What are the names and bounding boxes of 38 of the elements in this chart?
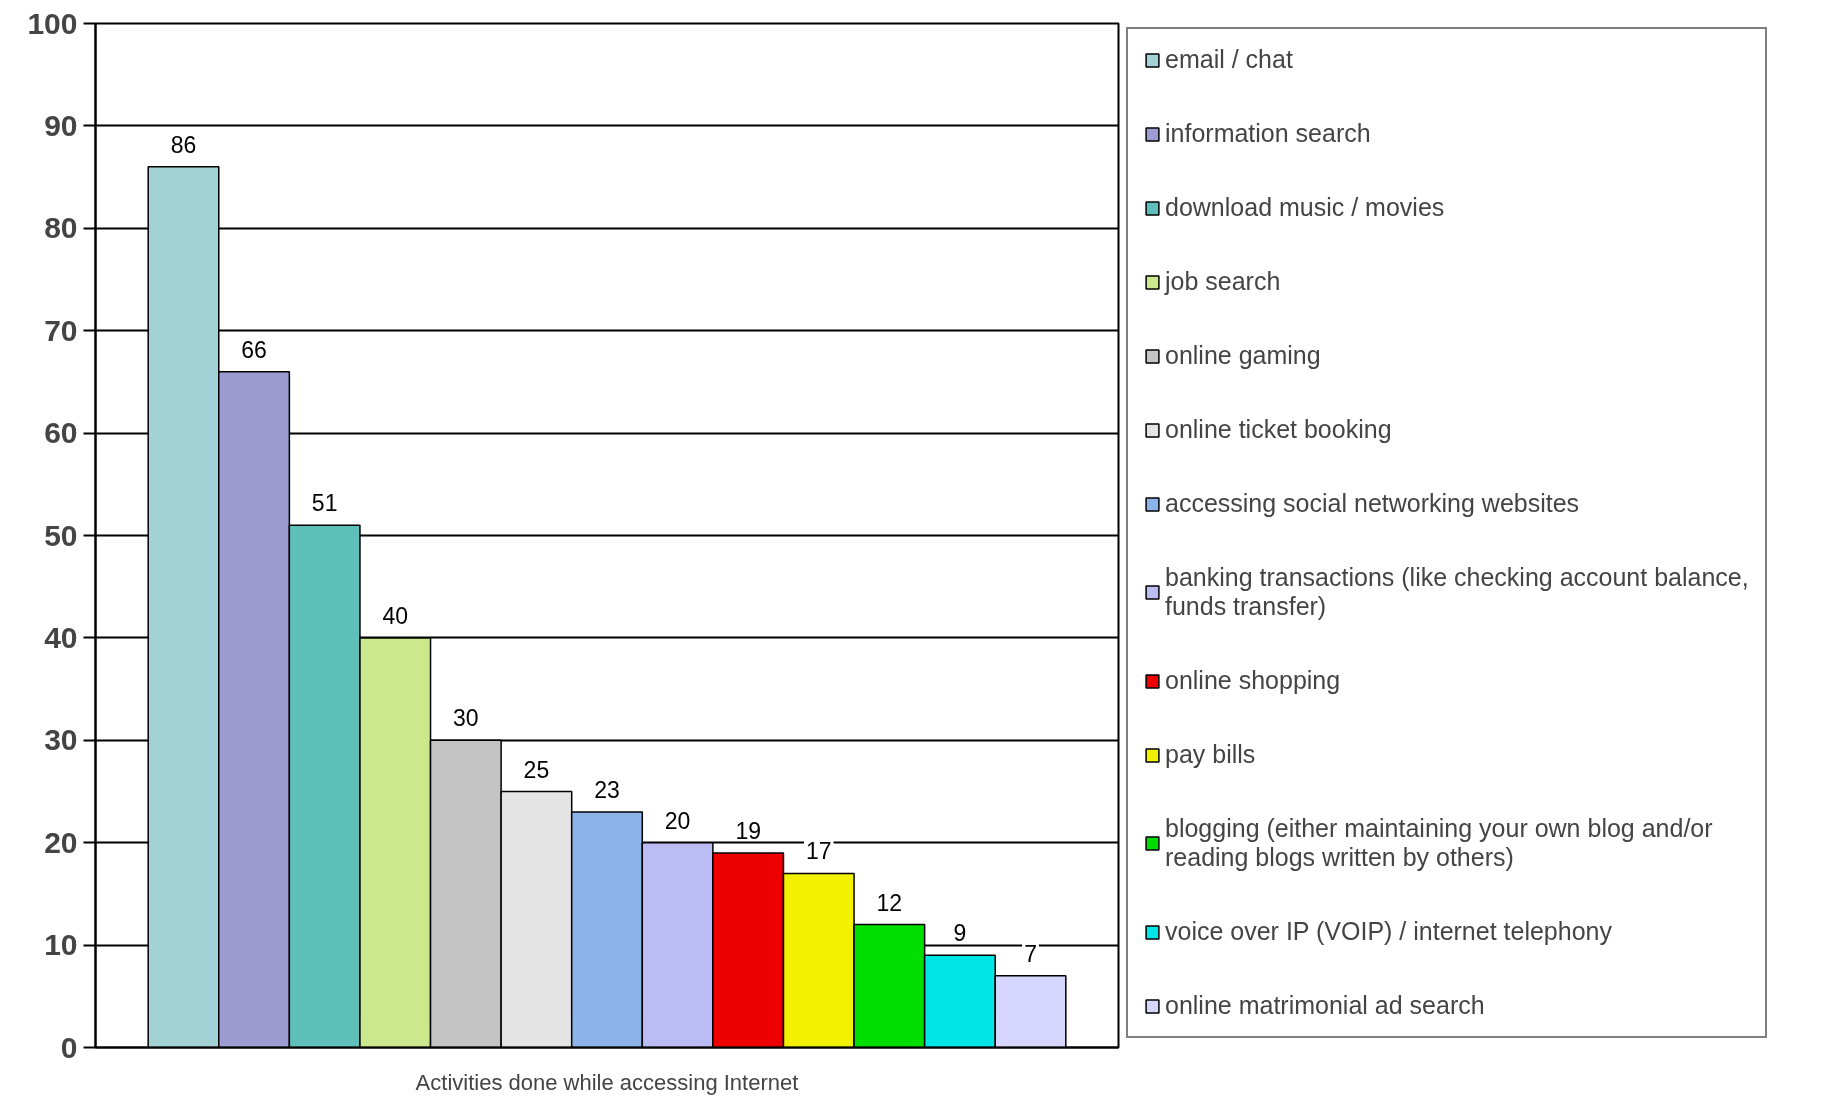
data-label: 25 xyxy=(523,756,550,783)
data-label: 7 xyxy=(1024,940,1037,967)
legend-label: job search xyxy=(1165,267,1281,296)
data-label: 86 xyxy=(170,131,197,158)
legend-label: accessing social networking websites xyxy=(1165,489,1580,518)
data-label: 51 xyxy=(311,490,338,517)
data-label: 23 xyxy=(594,776,620,803)
x-tick-label: Activities done while accessing Internet xyxy=(415,1069,799,1095)
y-tick-label: 90 xyxy=(44,108,78,142)
y-tick-label: 40 xyxy=(44,620,78,654)
data-label: 9 xyxy=(953,920,967,947)
legend-label: information search xyxy=(1165,119,1371,148)
legend-label: online shopping xyxy=(1165,666,1341,695)
y-tick-label: 80 xyxy=(44,211,78,245)
y-tick-label: 30 xyxy=(44,723,78,757)
legend-label: online matrimonial ad search xyxy=(1165,991,1485,1020)
legend-label: banking transactions (like checking account balance, funds transfer) xyxy=(1165,563,1749,621)
legend-label: download music / movies xyxy=(1165,193,1445,222)
y-tick-label: 100 xyxy=(27,6,78,40)
y-tick-label: 0 xyxy=(60,1030,78,1064)
data-label: 12 xyxy=(876,889,903,916)
y-tick-label: 10 xyxy=(44,928,78,962)
data-label: 30 xyxy=(453,705,479,732)
legend-label: blogging (either maintaining your own blog and/or reading blogs written by others) xyxy=(1165,814,1713,872)
data-label: 19 xyxy=(735,817,761,844)
y-tick-label: 20 xyxy=(44,825,78,859)
data-label: 17 xyxy=(805,838,832,865)
legend-label: pay bills xyxy=(1165,740,1256,769)
data-label: 20 xyxy=(664,807,691,834)
data-label: 66 xyxy=(241,336,267,363)
legend-label: online gaming xyxy=(1165,341,1321,370)
y-tick-label: 70 xyxy=(44,313,78,347)
legend-label: email / chat xyxy=(1165,45,1293,74)
legend-label: voice over IP (VOIP) / internet telephony xyxy=(1165,917,1612,946)
data-label: 40 xyxy=(382,602,409,629)
legend-label: online ticket booking xyxy=(1165,415,1392,444)
y-tick-label: 50 xyxy=(44,518,78,552)
y-tick-label: 60 xyxy=(44,416,78,450)
